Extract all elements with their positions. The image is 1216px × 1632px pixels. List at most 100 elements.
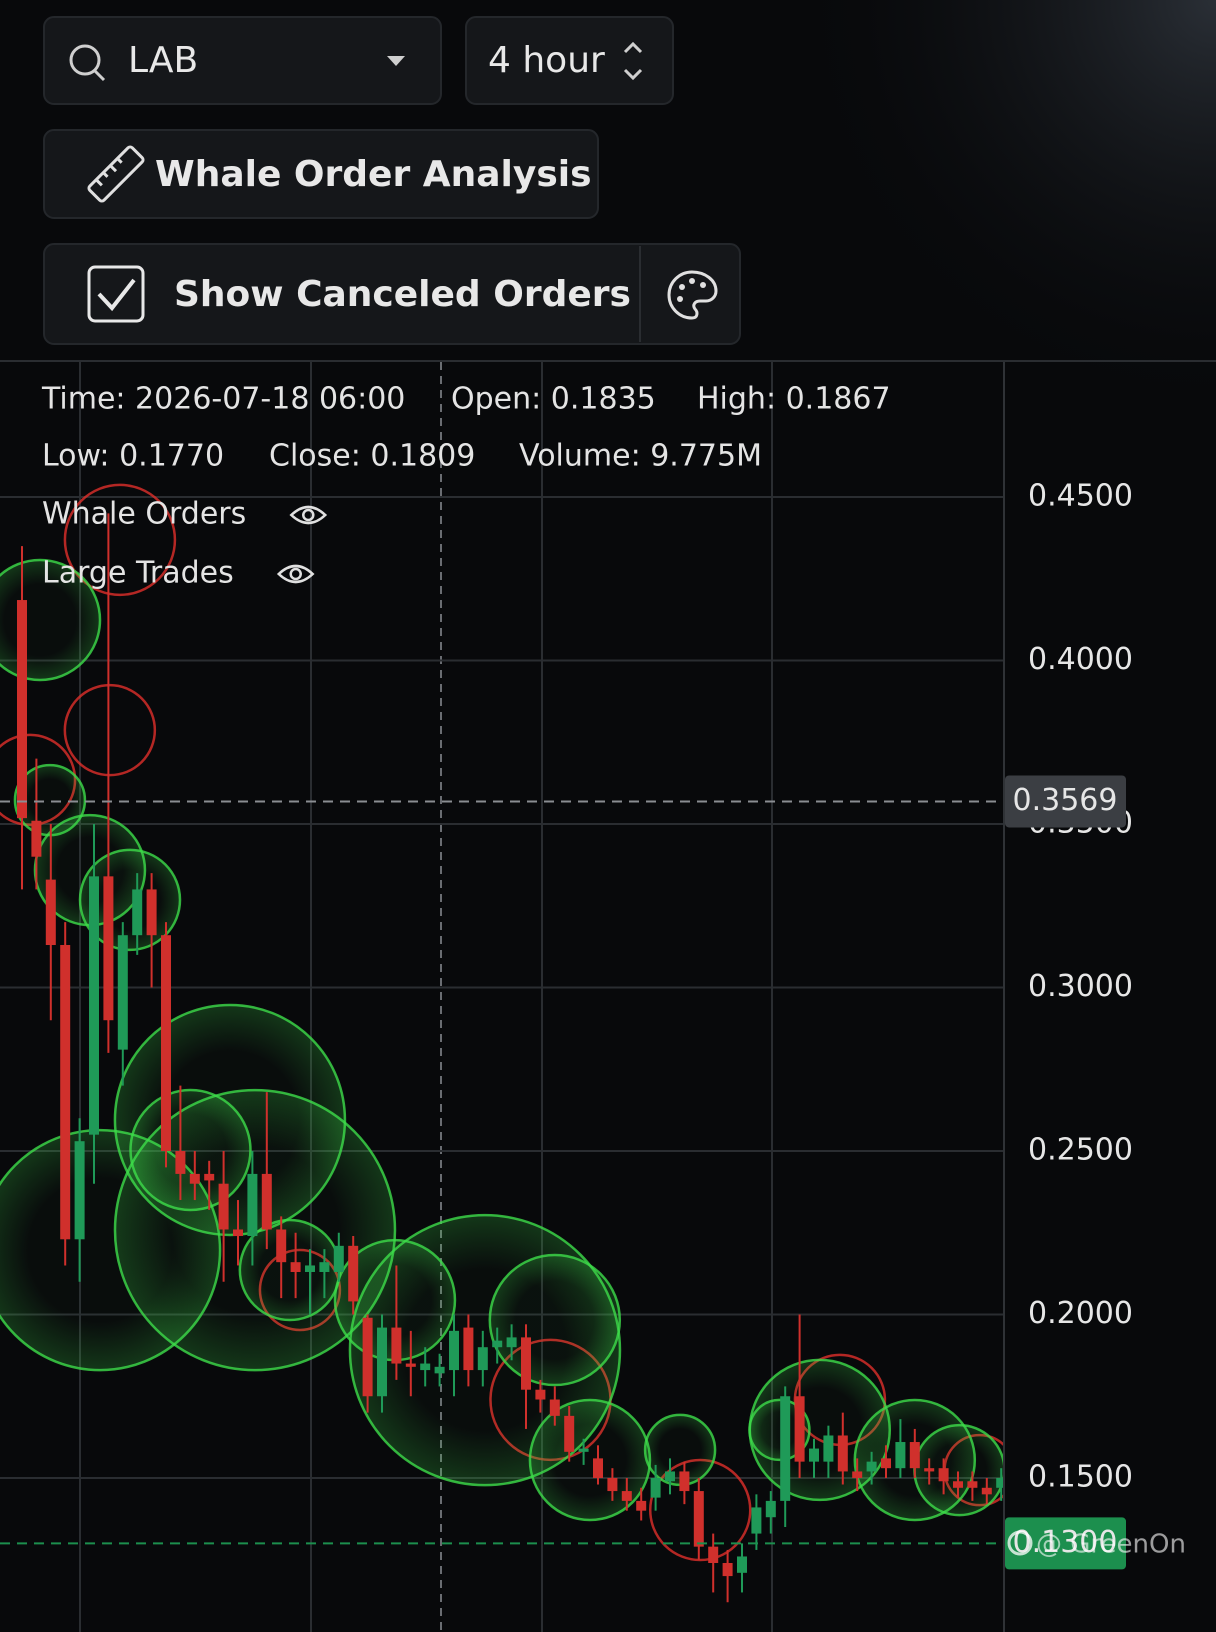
candle-body — [175, 1151, 186, 1174]
legend-label: Whale Orders — [42, 497, 246, 532]
interval-text: 4 hour — [488, 40, 605, 81]
search-icon — [69, 44, 101, 76]
candle-body — [578, 1448, 589, 1452]
candle-body — [449, 1330, 459, 1371]
candle-body — [938, 1468, 949, 1482]
candle-body — [765, 1500, 776, 1518]
candle-body — [549, 1399, 560, 1416]
candle-body — [31, 820, 42, 857]
candle-body — [636, 1500, 647, 1511]
candle-body — [333, 1245, 344, 1272]
symbol-select[interactable] — [43, 16, 442, 105]
candle-body — [722, 1563, 733, 1577]
checkmark — [97, 278, 136, 312]
y-tick-label: 0.2000 — [1028, 1296, 1133, 1331]
y-tick-label: 0.3000 — [1028, 969, 1133, 1004]
candle-body — [981, 1487, 992, 1495]
candle-body — [751, 1507, 762, 1534]
candle-body — [708, 1546, 719, 1564]
info-time: Time: 2026-07-18 06:00 — [41, 382, 405, 417]
candle-body — [89, 876, 99, 1135]
candle-body — [564, 1415, 575, 1452]
legend-label: Large Trades — [42, 556, 234, 591]
candle-body — [650, 1477, 661, 1498]
candle-body — [218, 1183, 229, 1230]
candle-body — [809, 1448, 819, 1462]
info-open: Open: 0.1835 — [451, 382, 656, 417]
candle-body — [521, 1337, 531, 1390]
visibility-toggle[interactable] — [289, 505, 328, 525]
eye-pupil — [302, 508, 315, 522]
checkbox[interactable] — [87, 265, 145, 323]
candle-body — [953, 1481, 963, 1488]
candle-body — [924, 1468, 935, 1472]
candle-body — [852, 1471, 863, 1478]
eye-icon — [289, 505, 328, 525]
candle-body — [420, 1363, 431, 1371]
candle-body — [60, 945, 71, 1240]
eye-icon — [276, 564, 315, 584]
price-tag-label: 0.3569 — [1013, 783, 1118, 818]
price-tag — [1005, 775, 1126, 828]
candle-body — [866, 1461, 877, 1472]
candle-body — [305, 1265, 315, 1272]
whale-order-bubble — [63, 683, 157, 777]
canceled-orders-toggle[interactable] — [43, 243, 741, 345]
trade-bubble — [528, 1398, 652, 1522]
candle-body — [348, 1245, 359, 1302]
analysis-button[interactable] — [43, 129, 599, 219]
analysis-button-text: Whale Order Analysis — [155, 154, 592, 195]
candle-body — [881, 1458, 891, 1469]
candle-body — [967, 1481, 978, 1488]
background-glow — [500, 0, 1216, 700]
candle-body — [737, 1556, 747, 1573]
candle-body — [276, 1229, 287, 1263]
candle-body — [679, 1471, 690, 1492]
watermark: @ GreenOn — [1007, 1530, 1186, 1560]
info-close: Close: 0.1809 — [269, 439, 475, 474]
palette-icon[interactable] — [667, 270, 718, 320]
candle-body — [103, 876, 114, 1021]
candle-body — [477, 1347, 488, 1371]
candle-body — [362, 1317, 373, 1397]
candle-body — [377, 1327, 387, 1397]
trade-bubble — [129, 1088, 252, 1212]
candle-body — [391, 1327, 402, 1364]
candle-body — [45, 879, 56, 946]
candle-body — [535, 1389, 546, 1400]
checkbox-label: Show Canceled Orders — [174, 274, 631, 315]
candle-body — [794, 1396, 805, 1462]
candle-body — [74, 1141, 85, 1240]
candle-body — [593, 1458, 603, 1478]
candle-body — [117, 935, 128, 1050]
candle-body — [996, 1477, 1003, 1488]
candle-body — [146, 889, 157, 936]
info-low: Low: 0.1770 — [42, 439, 224, 474]
candle-body — [247, 1173, 258, 1237]
candle-body — [161, 935, 171, 1152]
dropdown-arrow — [387, 56, 405, 66]
candle-body — [693, 1491, 704, 1547]
candle-body — [434, 1366, 445, 1374]
candle-body — [823, 1435, 834, 1462]
candle-body — [204, 1173, 215, 1181]
candle-body — [17, 600, 27, 819]
candle-body — [506, 1337, 517, 1348]
candle-body — [607, 1477, 618, 1492]
candle-body — [319, 1262, 330, 1272]
interval-select[interactable] — [465, 16, 674, 105]
stepper-icon — [623, 41, 643, 81]
search-icon-handle — [93, 69, 106, 82]
y-tick-label: 0.4000 — [1028, 642, 1133, 677]
candle-body — [780, 1396, 791, 1501]
candle-body — [132, 889, 143, 936]
whale-order-bubble — [63, 483, 177, 597]
candle-body — [492, 1340, 503, 1348]
trade-bubble — [488, 1253, 622, 1387]
y-tick-label: 0.4500 — [1028, 479, 1133, 514]
y-tick-label: 0.1500 — [1028, 1459, 1133, 1494]
candle-body — [405, 1363, 416, 1367]
visibility-toggle[interactable] — [276, 564, 315, 584]
info-volume: Volume: 9.775M — [519, 439, 762, 474]
